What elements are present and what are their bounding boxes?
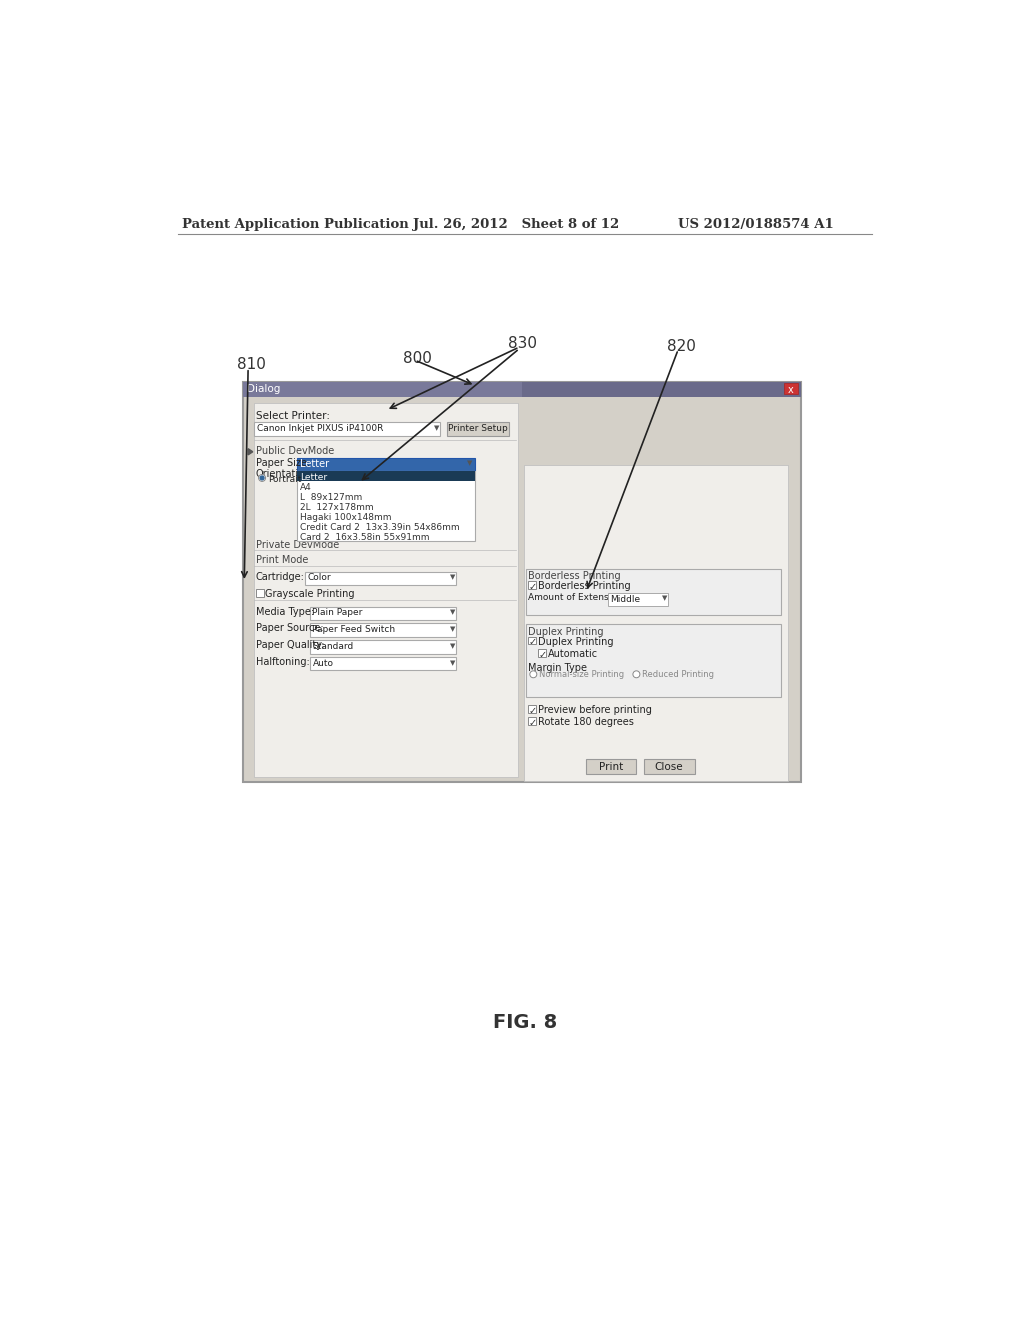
- Text: US 2012/0188574 A1: US 2012/0188574 A1: [678, 218, 834, 231]
- Bar: [528, 705, 536, 713]
- Text: Duplex Printing: Duplex Printing: [538, 636, 613, 647]
- Text: 820: 820: [667, 339, 695, 354]
- Bar: [243, 381, 801, 781]
- Bar: [310, 607, 456, 619]
- Text: A4: A4: [300, 483, 311, 491]
- Text: Halftoning:: Halftoning:: [256, 657, 309, 668]
- Text: Letter: Letter: [300, 459, 329, 470]
- Text: Paper Size:: Paper Size:: [256, 458, 310, 467]
- Circle shape: [259, 474, 265, 482]
- Bar: [644, 759, 694, 775]
- Bar: [297, 471, 475, 541]
- Text: Paper Feed Switch: Paper Feed Switch: [312, 626, 395, 634]
- Text: Portrait: Portrait: [268, 475, 302, 484]
- Bar: [254, 422, 440, 436]
- Text: Paper Quality:: Paper Quality:: [256, 640, 325, 651]
- Text: ▼: ▼: [450, 574, 455, 581]
- Text: Margin Type: Margin Type: [528, 663, 587, 673]
- Bar: [310, 657, 456, 671]
- Text: Credit Card 2  13x3.39in 54x86mm: Credit Card 2 13x3.39in 54x86mm: [300, 523, 460, 532]
- Text: Color: Color: [307, 573, 331, 582]
- Text: ▼: ▼: [467, 461, 473, 466]
- Bar: [297, 471, 475, 480]
- Text: 800: 800: [403, 351, 432, 366]
- Text: Dialog: Dialog: [248, 384, 281, 393]
- Bar: [243, 381, 521, 397]
- Text: Close: Close: [654, 762, 683, 772]
- Text: 2L  127x178mm: 2L 127x178mm: [300, 503, 374, 512]
- Text: Automatic: Automatic: [548, 649, 598, 659]
- Text: Grayscale Printing: Grayscale Printing: [265, 589, 354, 599]
- Bar: [528, 636, 536, 644]
- Bar: [586, 759, 636, 775]
- Text: ▼: ▼: [450, 609, 455, 615]
- Text: Print: Print: [599, 762, 623, 772]
- Polygon shape: [248, 449, 253, 455]
- Text: ▼: ▼: [450, 643, 455, 648]
- Text: ▼: ▼: [662, 595, 668, 601]
- Text: Private DevMode: Private DevMode: [256, 540, 339, 549]
- Text: Normal-size Printing: Normal-size Printing: [539, 671, 624, 680]
- Text: Standard: Standard: [312, 642, 353, 651]
- Text: Borderless Printing: Borderless Printing: [538, 581, 631, 591]
- Bar: [525, 569, 781, 615]
- Text: Duplex Printing: Duplex Printing: [528, 627, 603, 636]
- Bar: [783, 383, 798, 395]
- Text: Select Printer:: Select Printer:: [256, 411, 330, 421]
- Text: Orientation: Orientation: [256, 469, 311, 479]
- Bar: [310, 623, 456, 636]
- Text: ✓: ✓: [528, 638, 537, 647]
- Circle shape: [529, 671, 537, 677]
- Text: Patent Application Publication: Patent Application Publication: [182, 218, 409, 231]
- Text: ▼: ▼: [450, 660, 455, 665]
- Circle shape: [260, 477, 264, 480]
- Text: Amount of Extension:: Amount of Extension:: [528, 594, 626, 602]
- Bar: [310, 640, 456, 653]
- Text: Printer Setup: Printer Setup: [447, 424, 508, 433]
- Text: Plain Paper: Plain Paper: [312, 609, 362, 616]
- Text: Letter: Letter: [300, 473, 328, 482]
- Bar: [297, 458, 475, 471]
- Text: 830: 830: [508, 335, 537, 351]
- Text: Public DevMode: Public DevMode: [256, 446, 334, 457]
- Text: Cartridge:: Cartridge:: [256, 572, 305, 582]
- Text: ✓: ✓: [528, 582, 537, 591]
- Text: L  89x127mm: L 89x127mm: [300, 492, 362, 502]
- Bar: [538, 649, 546, 656]
- Bar: [256, 589, 263, 597]
- Bar: [607, 594, 669, 606]
- Bar: [254, 404, 518, 776]
- Text: Middle: Middle: [610, 595, 640, 605]
- Text: ✓: ✓: [528, 718, 537, 729]
- Text: ✓: ✓: [528, 706, 537, 715]
- Bar: [446, 422, 509, 436]
- Text: Rotate 180 degrees: Rotate 180 degrees: [538, 718, 634, 727]
- Text: ▼: ▼: [434, 425, 439, 430]
- Bar: [243, 381, 801, 397]
- Circle shape: [633, 671, 640, 677]
- Text: Preview before printing: Preview before printing: [538, 705, 652, 715]
- Text: Borderless Printing: Borderless Printing: [528, 572, 621, 581]
- Text: Auto: Auto: [312, 659, 334, 668]
- Text: Hagaki 100x148mm: Hagaki 100x148mm: [300, 512, 391, 521]
- Bar: [525, 624, 781, 697]
- Text: Media Type:: Media Type:: [256, 607, 314, 616]
- Text: FIG. 8: FIG. 8: [493, 1014, 557, 1032]
- Text: x: x: [787, 385, 794, 395]
- Text: Reduced Printing: Reduced Printing: [642, 671, 714, 680]
- Text: Jul. 26, 2012   Sheet 8 of 12: Jul. 26, 2012 Sheet 8 of 12: [414, 218, 620, 231]
- Text: Card 2  16x3.58in 55x91mm: Card 2 16x3.58in 55x91mm: [300, 533, 429, 541]
- Bar: [528, 718, 536, 725]
- Bar: [528, 581, 536, 589]
- Bar: [524, 465, 787, 780]
- Text: ✓: ✓: [539, 649, 547, 660]
- Text: Canon Inkjet PIXUS iP4100R: Canon Inkjet PIXUS iP4100R: [257, 424, 384, 433]
- Text: 810: 810: [237, 358, 265, 372]
- Bar: [305, 572, 456, 585]
- Text: Print Mode: Print Mode: [256, 554, 308, 565]
- Text: ▼: ▼: [450, 626, 455, 632]
- Text: Paper Source:: Paper Source:: [256, 623, 324, 634]
